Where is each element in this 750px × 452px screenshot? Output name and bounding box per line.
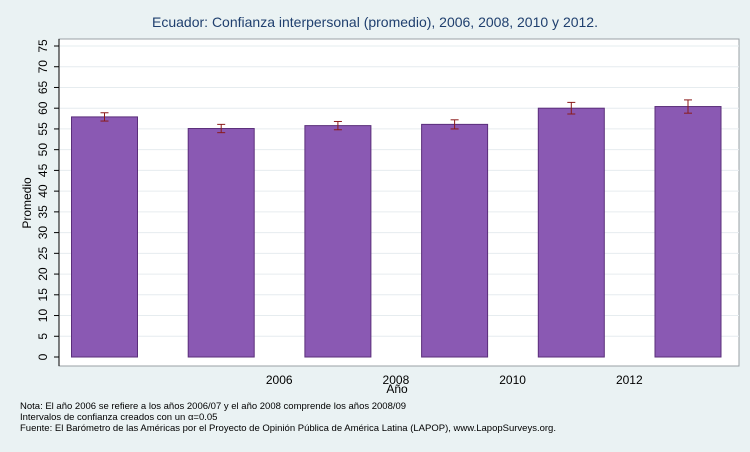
y-tick-label: 70	[36, 60, 50, 74]
bars	[71, 106, 722, 358]
error-bar	[100, 112, 109, 122]
y-tick-label: 45	[36, 163, 50, 177]
y-tick-label: 40	[36, 184, 50, 198]
y-tick-label: 25	[36, 246, 50, 260]
y-tick-label: 15	[36, 288, 50, 302]
y-tick-label: 60	[36, 101, 50, 115]
error-bar	[567, 101, 576, 115]
gridlines	[60, 45, 739, 337]
bar	[654, 106, 722, 358]
y-tick-label: 20	[36, 267, 50, 281]
note-line: Fuente: El Barómetro de las Américas por…	[20, 423, 556, 434]
y-tick-label: 35	[36, 205, 50, 219]
bar	[421, 123, 489, 358]
x-tick-label: 2010	[499, 373, 526, 387]
x-tick-label: 2008	[383, 373, 410, 387]
y-tick-label: 0	[36, 353, 50, 360]
y-tick-label: 55	[36, 122, 50, 136]
bar	[71, 116, 138, 358]
note-line: Nota: El año 2006 se refiere a los años …	[20, 401, 407, 412]
x-axis-title: Año	[386, 382, 408, 396]
y-tick-label: 30	[36, 226, 50, 240]
y-tick-label: 50	[36, 143, 50, 157]
note-line: Intervalos de confianza creados con un α…	[20, 412, 218, 423]
bar	[304, 125, 372, 358]
plot-area	[58, 38, 740, 367]
y-axis-title: Promedio	[20, 177, 34, 229]
x-tick-label: 2012	[616, 373, 643, 387]
error-bar	[684, 99, 692, 114]
bar	[537, 107, 605, 358]
bar	[187, 128, 255, 358]
error-bar	[217, 123, 226, 134]
x-tick-label: 2006	[266, 373, 293, 387]
x-axis: 2006 2008 2010 2012	[266, 373, 643, 387]
error-bar	[450, 119, 459, 130]
y-tick-label: 65	[36, 80, 50, 94]
error-bars	[100, 99, 692, 134]
y-axis: 0 5 10 15 20 25 30 35 40 45 50 55 60 65 70 75	[36, 39, 60, 366]
chart-notes: Nota: El año 2006 se refiere a los años …	[20, 401, 556, 434]
y-tick-label: 75	[36, 39, 50, 53]
y-tick-label: 5	[36, 333, 50, 340]
y-tick-label: 10	[36, 309, 50, 323]
chart-title: Ecuador: Confianza interpersonal (promed…	[152, 14, 598, 30]
error-bar	[333, 120, 342, 131]
